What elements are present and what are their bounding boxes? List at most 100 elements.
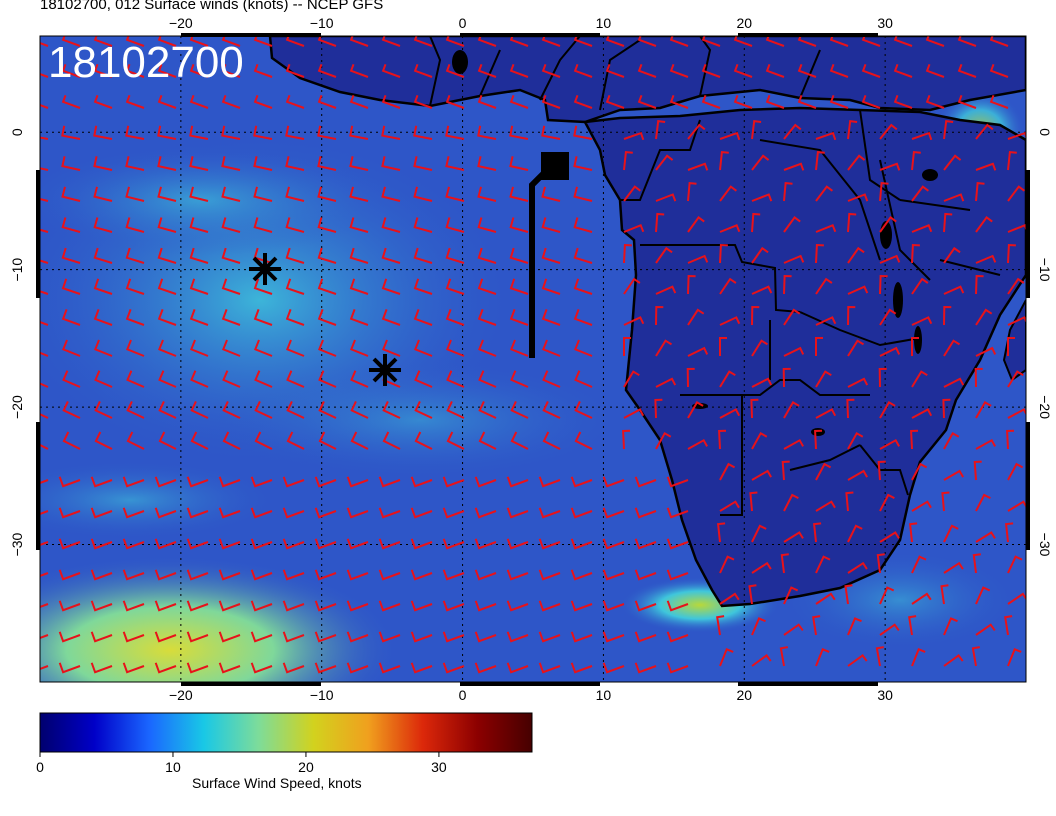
wind-barb (346, 600, 369, 612)
wind-barb (1007, 555, 1023, 574)
wind-barb (542, 370, 561, 388)
wind-barb (634, 538, 657, 550)
wind-barb (314, 538, 337, 550)
wind-barb (125, 247, 145, 264)
wind-barb (573, 186, 593, 202)
wind-barb (879, 401, 896, 419)
wind-barb (154, 538, 177, 550)
wind-barb (783, 586, 799, 605)
wind-barb (669, 94, 689, 109)
wind-barb (125, 63, 145, 78)
wind-barb (477, 186, 497, 202)
wind-barb (719, 185, 737, 202)
wind-barb (125, 36, 145, 47)
wind-barb (413, 247, 433, 264)
wind-barb (687, 401, 704, 419)
wind-barb (317, 36, 337, 47)
wind-barb (349, 247, 369, 264)
wind-barb (687, 274, 696, 295)
wind-barb (61, 247, 81, 264)
wind-barb (716, 615, 725, 636)
wind-barb (446, 400, 465, 419)
wind-barb (445, 156, 465, 171)
wind-barb (751, 524, 767, 543)
wind-barb (378, 631, 401, 643)
wind-barb (876, 553, 885, 574)
wind-barb (847, 154, 866, 171)
wind-barb (911, 151, 921, 171)
wind-barb (186, 507, 209, 519)
wind-barb (623, 277, 641, 295)
wind-barb (815, 370, 832, 388)
wind-barb (122, 476, 145, 488)
wind-barb (623, 224, 645, 233)
wind-barb (972, 553, 981, 574)
wind-barb (474, 476, 497, 488)
wind-barb (442, 476, 465, 488)
wind-barb (812, 522, 822, 543)
wind-barb (815, 243, 824, 264)
wind-barb (125, 309, 145, 326)
wind-barb (254, 339, 273, 357)
wind-barb (637, 36, 657, 47)
wind-barb (58, 631, 81, 643)
wind-barb (346, 662, 369, 674)
wind-barb (346, 569, 369, 581)
wind-barb (381, 309, 401, 326)
wind-barb (282, 600, 305, 612)
wind-barb (317, 125, 337, 140)
wind-barb (765, 94, 785, 109)
wind-barb (381, 36, 401, 47)
wind-barb (285, 63, 305, 78)
wind-barb (61, 125, 81, 140)
wind-barb (413, 156, 433, 171)
wind-barb (908, 615, 917, 636)
wind-barb (477, 36, 497, 47)
wind-barb (221, 125, 241, 140)
wind-barb (687, 162, 709, 171)
wind-barb (90, 507, 113, 519)
wind-barb (40, 541, 49, 547)
wind-barb (154, 476, 177, 488)
wind-barb (634, 507, 657, 519)
top-lon-labels: −20 −10 0 10 20 30 (169, 15, 893, 31)
wind-barb (542, 431, 561, 450)
wind-barb (719, 277, 737, 295)
wind-barb (847, 285, 869, 295)
wind-barb (957, 36, 977, 47)
wind-barb (943, 431, 960, 450)
wind-barb (154, 631, 177, 643)
wind-barb (655, 285, 677, 295)
wind-barb (687, 308, 705, 326)
wind-barb (157, 63, 177, 78)
wind-barb (350, 339, 369, 357)
wind-barb (943, 654, 964, 667)
wind-barb (285, 94, 305, 109)
wind-barb (446, 370, 465, 388)
wind-barb (413, 63, 433, 78)
wind-barb (413, 36, 433, 47)
wind-barb (943, 617, 958, 636)
tick-label: −20 (169, 687, 193, 703)
wind-barb (158, 370, 177, 388)
wind-barb (314, 631, 337, 643)
wind-barb (189, 156, 209, 171)
wind-barb (1007, 224, 1026, 233)
wind-barb (122, 631, 145, 643)
wind-barb (90, 569, 113, 581)
wind-barb (783, 531, 804, 543)
wind-barb (446, 431, 465, 450)
wind-barb (314, 507, 337, 519)
wind-barb (686, 367, 695, 388)
wind-barb (93, 186, 113, 202)
wind-barb (815, 500, 836, 512)
wind-barb (410, 507, 433, 519)
wind-barb (157, 36, 177, 47)
wind-barb (879, 438, 900, 450)
wind-barb (911, 316, 933, 326)
wind-barb (509, 247, 529, 264)
wind-barb (218, 600, 241, 612)
wind-barb (783, 438, 804, 450)
wind-barb (623, 243, 632, 264)
